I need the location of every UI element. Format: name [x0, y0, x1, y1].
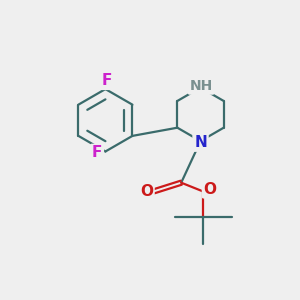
Text: NH: NH [190, 79, 213, 93]
Text: F: F [102, 73, 112, 88]
Text: O: O [203, 182, 217, 197]
Text: N: N [194, 135, 207, 150]
Text: F: F [92, 146, 102, 160]
Text: O: O [140, 184, 153, 199]
